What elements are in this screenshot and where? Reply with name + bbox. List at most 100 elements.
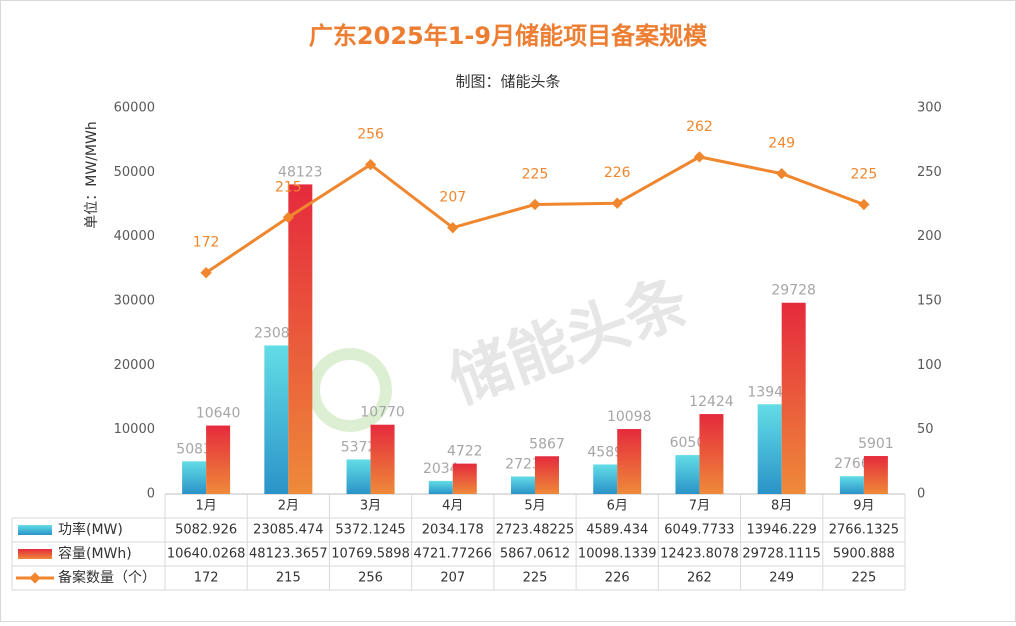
line-value-label: 225 xyxy=(522,167,549,183)
table-cell: 10769.5898 xyxy=(331,547,410,562)
y2-tick-label: 300 xyxy=(917,101,942,116)
bar xyxy=(370,424,395,494)
bar-value-label: 13946 xyxy=(747,384,792,400)
legend-label: 备案数量（个） xyxy=(58,569,156,586)
table-cell: 262 xyxy=(687,571,712,586)
bar-value-label: 10098 xyxy=(607,409,652,425)
table-cell: 4721.77266 xyxy=(413,547,492,562)
table-cell: 48123.3657 xyxy=(249,547,328,562)
legend-swatch xyxy=(18,525,52,535)
y-tick-label: 50000 xyxy=(114,165,155,180)
table-cell: 225 xyxy=(523,571,548,586)
bar xyxy=(288,184,313,494)
table-cell: 5867.0612 xyxy=(500,547,570,562)
y-tick-label: 0 xyxy=(147,487,155,502)
line-value-label: 172 xyxy=(193,235,220,251)
bar xyxy=(617,429,642,494)
table-cell: 2034.178 xyxy=(422,523,484,538)
table-cell: 2766.1325 xyxy=(829,523,899,538)
bar-value-label: 23085 xyxy=(254,325,299,341)
legend-label: 容量(MWh) xyxy=(58,545,132,562)
chart-subtitle: 制图：储能头条 xyxy=(455,73,560,91)
bar-value-label: 2034 xyxy=(423,461,459,477)
bar-value-label: 5867 xyxy=(529,436,565,452)
line-marker xyxy=(776,167,788,180)
bar-value-label: 4589 xyxy=(587,444,623,460)
line-value-label: 226 xyxy=(604,165,631,181)
line-marker xyxy=(282,211,294,224)
line-value-label: 256 xyxy=(357,127,384,143)
x-tick-label: 3月 xyxy=(360,499,381,514)
y2-tick-label: 250 xyxy=(917,165,942,180)
bar-value-label: 5083 xyxy=(176,441,212,457)
line-value-label: 262 xyxy=(686,119,713,135)
bar xyxy=(452,463,477,494)
watermark-logo xyxy=(308,348,392,432)
table-cell: 172 xyxy=(194,571,219,586)
table-cell: 10640.0268 xyxy=(167,547,246,562)
table-cell: 249 xyxy=(769,571,794,586)
table-cell: 13946.229 xyxy=(747,523,817,538)
table-cell: 226 xyxy=(605,571,630,586)
table-cell: 215 xyxy=(276,571,301,586)
line-value-label: 225 xyxy=(851,167,878,183)
line-value-label: 249 xyxy=(768,136,795,152)
bar-value-label: 2723 xyxy=(505,456,541,472)
y2-tick-label: 0 xyxy=(917,487,925,502)
bar-value-label: 5372 xyxy=(341,439,377,455)
bar xyxy=(839,476,864,494)
table-cell: 5372.1245 xyxy=(335,523,405,538)
x-tick-label: 5月 xyxy=(524,499,545,514)
y-tick-label: 10000 xyxy=(114,422,155,437)
line-marker xyxy=(693,151,706,163)
x-tick-label: 6月 xyxy=(607,499,628,514)
legend-label: 功率(MW) xyxy=(58,521,123,538)
line-marker xyxy=(611,197,623,209)
line-marker xyxy=(200,267,212,279)
bar xyxy=(675,455,700,494)
bar-value-label: 5901 xyxy=(858,436,894,452)
x-tick-label: 1月 xyxy=(195,499,216,514)
chart-title: 广东2025年1-9月储能项目备案规模 xyxy=(309,22,708,50)
line-marker xyxy=(364,158,377,171)
x-tick-label: 4月 xyxy=(442,499,463,514)
y2-tick-label: 200 xyxy=(917,229,942,244)
x-tick-label: 9月 xyxy=(853,499,874,514)
y2-tick-label: 150 xyxy=(917,294,942,309)
table-cell: 225 xyxy=(851,571,876,586)
table-cell: 256 xyxy=(358,571,383,586)
y2-tick-label: 100 xyxy=(917,358,942,373)
bar xyxy=(264,345,289,494)
bar xyxy=(863,456,888,494)
y-tick-label: 30000 xyxy=(114,294,155,309)
bar-value-label: 2766 xyxy=(834,456,870,472)
table-cell: 207 xyxy=(440,571,465,586)
bar xyxy=(428,480,453,494)
bar xyxy=(593,464,618,494)
bar-value-label: 10770 xyxy=(360,405,405,421)
legend-swatch xyxy=(18,549,52,559)
bar xyxy=(206,425,231,494)
bar-value-label: 29728 xyxy=(771,283,816,299)
bar-value-label: 6050 xyxy=(670,435,706,451)
table-cell: 12423.8078 xyxy=(660,547,739,562)
table-cell: 10098.1339 xyxy=(578,547,657,562)
bar xyxy=(511,476,535,494)
table-cell: 23085.474 xyxy=(253,523,323,538)
line-value-label: 207 xyxy=(439,190,466,206)
table-cell: 2723.48225 xyxy=(496,523,575,538)
table-cell: 5900.888 xyxy=(833,547,895,562)
x-tick-label: 7月 xyxy=(689,499,710,514)
bar-value-label: 12424 xyxy=(689,394,734,410)
bar xyxy=(182,461,207,494)
line-marker xyxy=(858,198,870,211)
bar xyxy=(699,414,724,494)
table-cell: 29728.1115 xyxy=(742,547,821,562)
bar-value-label: 10640 xyxy=(196,406,241,422)
bar xyxy=(346,459,371,494)
bar xyxy=(781,302,806,494)
table-cell: 4589.434 xyxy=(586,523,648,538)
y-tick-label: 40000 xyxy=(114,229,155,244)
line-marker xyxy=(529,198,541,211)
